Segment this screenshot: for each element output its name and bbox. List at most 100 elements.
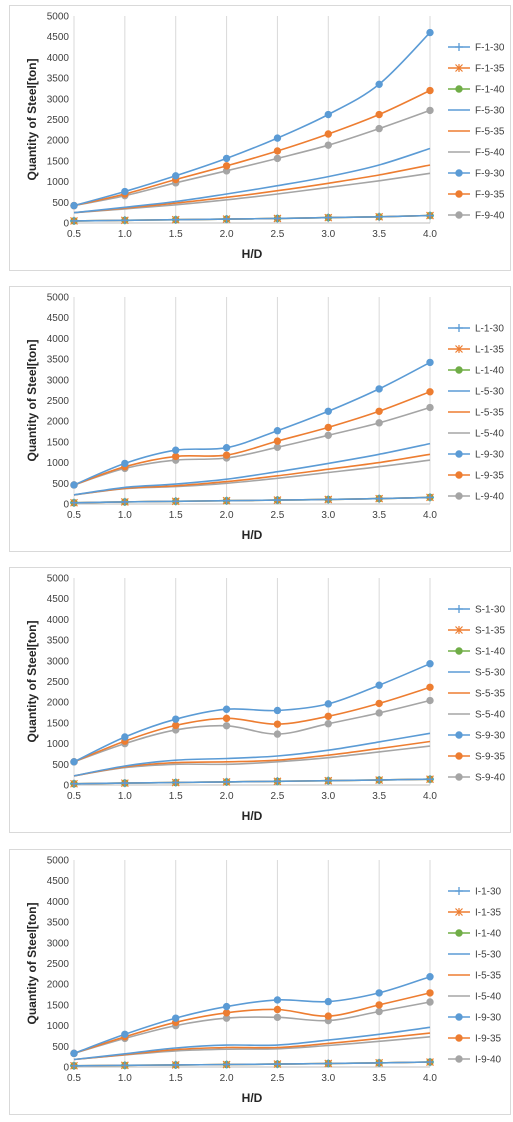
legend-label: L-1-30 bbox=[475, 324, 504, 335]
legend-label: F-5-40 bbox=[475, 148, 505, 159]
legend-marker bbox=[455, 64, 463, 72]
series-line bbox=[73, 496, 431, 504]
legend-item: F-1-40 bbox=[448, 85, 505, 96]
data-point bbox=[70, 201, 78, 210]
y-tick-label: 3000 bbox=[47, 938, 70, 949]
data-point bbox=[120, 779, 129, 788]
y-tick-label: 4000 bbox=[47, 53, 70, 64]
data-point bbox=[222, 1009, 231, 1017]
x-tick-label: 0.5 bbox=[67, 1073, 81, 1084]
legend-label: S-5-35 bbox=[475, 689, 505, 700]
legend-label: S-1-30 bbox=[475, 605, 505, 616]
x-tick-label: 4.0 bbox=[423, 229, 437, 240]
legend-item: S-1-35 bbox=[448, 626, 505, 637]
y-tick-label: 3500 bbox=[47, 918, 70, 929]
series-f-5-35 bbox=[73, 164, 431, 214]
data-point bbox=[121, 187, 129, 196]
y-tick-label: 1000 bbox=[47, 1021, 70, 1032]
y-tick-label: 3000 bbox=[47, 375, 70, 386]
series-line bbox=[73, 406, 431, 486]
series-line bbox=[73, 992, 431, 1055]
data-point bbox=[426, 388, 434, 396]
data-point bbox=[375, 709, 383, 717]
legend-item: L-9-35 bbox=[448, 471, 504, 482]
legend-label: F-1-35 bbox=[475, 64, 505, 75]
chart-panel-1: 0 500 1000 1500 2000 2500 3000 3500 4000 4500 5000… bbox=[9, 5, 511, 271]
series-line bbox=[73, 164, 431, 214]
data-point bbox=[375, 419, 383, 427]
x-tick-label: 2.0 bbox=[220, 791, 234, 802]
legend-item: L-1-40 bbox=[448, 366, 504, 377]
legend-marker bbox=[455, 1034, 463, 1042]
legend-label: L-9-35 bbox=[475, 471, 504, 482]
legend-label: L-5-40 bbox=[475, 429, 504, 440]
legend-marker bbox=[455, 887, 463, 895]
legend-item: S-1-30 bbox=[448, 605, 505, 616]
series-f-1-30 bbox=[70, 211, 434, 225]
legend-marker bbox=[455, 908, 463, 916]
series-line bbox=[73, 1061, 431, 1067]
data-point bbox=[273, 777, 282, 786]
legend-marker bbox=[455, 324, 463, 332]
x-tick-label: 4.0 bbox=[423, 510, 437, 521]
data-point bbox=[324, 213, 333, 222]
series-f-5-40 bbox=[73, 172, 431, 214]
legend-item: I-5-35 bbox=[448, 971, 502, 982]
data-point bbox=[222, 1060, 231, 1069]
y-axis-title: Quantity of Steel[ton] bbox=[25, 59, 39, 181]
legend-marker bbox=[455, 85, 463, 93]
data-point bbox=[172, 1014, 180, 1022]
data-point bbox=[375, 124, 383, 133]
x-tick-label: 3.5 bbox=[372, 1073, 386, 1084]
data-point bbox=[324, 130, 332, 138]
legend-label: S-9-35 bbox=[475, 752, 505, 763]
data-point bbox=[375, 1058, 384, 1067]
y-tick-label: 4000 bbox=[47, 334, 70, 345]
series-l-9-30 bbox=[70, 358, 434, 489]
legend-label: F-1-40 bbox=[475, 85, 505, 96]
data-point bbox=[324, 1059, 333, 1068]
legend-item: F-9-35 bbox=[448, 190, 505, 201]
legend-item: L-9-40 bbox=[448, 492, 504, 503]
data-point bbox=[273, 496, 282, 505]
legend-label: L-5-35 bbox=[475, 408, 504, 419]
data-point bbox=[324, 1012, 332, 1020]
legend-marker bbox=[455, 345, 463, 353]
legend: I-1-30 I-1-35 I-1-40 I-5-30 I-5-35 I-5-40 I-9-… bbox=[448, 887, 502, 1066]
data-point bbox=[121, 459, 129, 468]
legend-item: L-1-35 bbox=[448, 345, 504, 356]
legend: S-1-30 S-1-35 S-1-40 S-5-30 S-5-35 S-5-40 S-9-… bbox=[448, 605, 505, 784]
series-line bbox=[73, 740, 431, 777]
data-point bbox=[222, 443, 231, 452]
x-tick-label: 1.5 bbox=[169, 510, 183, 521]
data-point bbox=[172, 172, 180, 180]
series-line bbox=[73, 172, 431, 214]
legend-marker bbox=[455, 773, 463, 781]
data-point bbox=[324, 700, 332, 708]
legend-marker bbox=[455, 752, 463, 760]
x-tick-label: 1.0 bbox=[118, 229, 132, 240]
legend-item: F-9-40 bbox=[448, 211, 505, 222]
chart-panel-2: 0 500 1000 1500 2000 2500 3000 3500 4000 4500 5000… bbox=[9, 286, 511, 552]
legend-item: F-5-40 bbox=[448, 148, 505, 159]
legend-item: F-1-35 bbox=[448, 64, 505, 75]
data-point bbox=[273, 1013, 282, 1022]
data-point bbox=[375, 407, 383, 415]
data-point bbox=[70, 498, 78, 507]
y-tick-label: 500 bbox=[52, 198, 69, 209]
legend-marker bbox=[455, 366, 463, 374]
x-tick-label: 1.5 bbox=[169, 229, 183, 240]
series-i-9-30 bbox=[70, 973, 434, 1058]
y-axis-title: Quantity of Steel[ton] bbox=[25, 621, 39, 743]
data-point bbox=[324, 712, 332, 720]
data-point bbox=[426, 775, 434, 784]
legend-label: S-9-30 bbox=[475, 731, 505, 742]
x-tick-label: 3.5 bbox=[372, 791, 386, 802]
legend-label: I-1-30 bbox=[475, 887, 502, 898]
y-tick-label: 0 bbox=[63, 1063, 69, 1074]
data-point bbox=[222, 1002, 231, 1011]
grid-lines bbox=[73, 297, 431, 504]
series-l-5-30 bbox=[73, 442, 431, 496]
series-line bbox=[73, 147, 431, 214]
y-tick-label: 4500 bbox=[47, 594, 70, 605]
